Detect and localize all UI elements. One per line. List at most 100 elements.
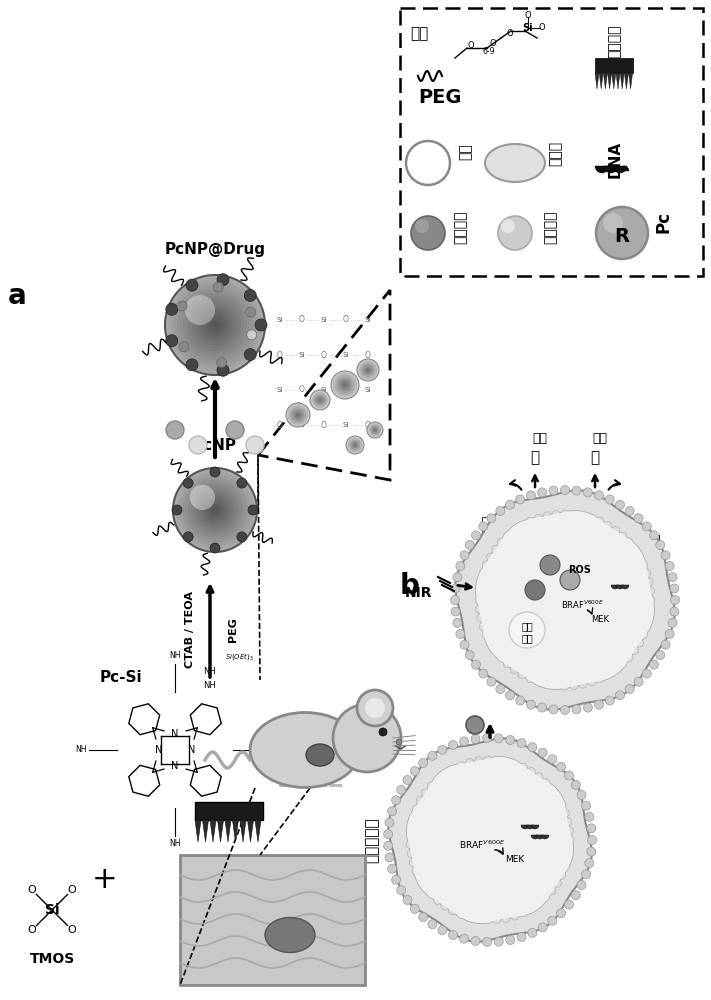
Circle shape	[549, 486, 558, 495]
Circle shape	[387, 864, 397, 873]
Circle shape	[668, 618, 677, 627]
Circle shape	[166, 303, 178, 315]
Text: a: a	[8, 282, 27, 310]
Circle shape	[422, 789, 429, 797]
Circle shape	[237, 478, 247, 488]
Circle shape	[645, 614, 653, 622]
Circle shape	[406, 141, 450, 185]
Circle shape	[548, 785, 556, 793]
Circle shape	[314, 394, 326, 406]
Circle shape	[457, 911, 465, 919]
Polygon shape	[232, 820, 238, 842]
Circle shape	[247, 330, 257, 340]
Circle shape	[548, 887, 556, 895]
Circle shape	[449, 931, 457, 940]
Circle shape	[476, 605, 483, 613]
Circle shape	[518, 670, 526, 678]
Circle shape	[359, 361, 377, 379]
Circle shape	[566, 836, 574, 844]
Circle shape	[640, 631, 648, 639]
Circle shape	[479, 669, 488, 678]
Circle shape	[540, 555, 560, 575]
Circle shape	[503, 660, 511, 668]
Circle shape	[185, 295, 215, 325]
Circle shape	[465, 540, 474, 550]
Wedge shape	[621, 585, 629, 589]
Circle shape	[333, 373, 357, 397]
Text: N: N	[171, 729, 178, 739]
Circle shape	[209, 504, 221, 516]
Circle shape	[296, 413, 300, 417]
Circle shape	[572, 780, 580, 789]
Circle shape	[354, 444, 356, 446]
Wedge shape	[531, 835, 539, 839]
Circle shape	[506, 736, 515, 745]
Circle shape	[245, 289, 256, 301]
Circle shape	[570, 682, 578, 690]
Text: Si: Si	[365, 317, 371, 323]
Circle shape	[171, 281, 259, 369]
Polygon shape	[624, 73, 629, 89]
Circle shape	[428, 920, 437, 929]
FancyBboxPatch shape	[400, 8, 703, 276]
Text: CTAB / TEOA: CTAB / TEOA	[185, 591, 195, 668]
Circle shape	[560, 706, 570, 714]
Circle shape	[670, 595, 680, 604]
Text: R: R	[614, 228, 629, 246]
Circle shape	[177, 287, 253, 363]
Circle shape	[369, 424, 381, 436]
Circle shape	[661, 551, 670, 560]
Circle shape	[515, 696, 525, 705]
Text: NH: NH	[263, 746, 274, 754]
Text: NH: NH	[203, 680, 216, 690]
Circle shape	[604, 670, 612, 678]
Circle shape	[348, 438, 362, 452]
Circle shape	[197, 492, 233, 528]
Circle shape	[577, 881, 586, 890]
Circle shape	[501, 219, 515, 233]
Ellipse shape	[485, 144, 545, 182]
Circle shape	[517, 933, 526, 942]
Circle shape	[518, 522, 526, 530]
Circle shape	[502, 605, 552, 655]
Circle shape	[631, 647, 638, 655]
Circle shape	[528, 905, 535, 913]
Circle shape	[204, 314, 226, 336]
Circle shape	[453, 573, 462, 582]
Circle shape	[483, 631, 491, 639]
Circle shape	[547, 755, 557, 764]
Circle shape	[335, 375, 355, 395]
Circle shape	[357, 359, 379, 381]
Circle shape	[186, 279, 198, 291]
Circle shape	[459, 737, 469, 746]
Circle shape	[583, 488, 592, 497]
Circle shape	[396, 739, 402, 745]
Polygon shape	[608, 73, 611, 89]
Text: Si: Si	[277, 317, 283, 323]
Text: N: N	[155, 745, 162, 755]
Circle shape	[494, 937, 503, 946]
Circle shape	[547, 916, 557, 925]
Circle shape	[195, 305, 235, 345]
Circle shape	[528, 928, 537, 937]
Circle shape	[183, 293, 247, 357]
Circle shape	[625, 684, 634, 693]
Polygon shape	[595, 58, 633, 73]
Circle shape	[350, 440, 360, 450]
Circle shape	[564, 854, 572, 862]
Circle shape	[466, 759, 474, 767]
Text: $^{Si(OEt)_3}$: $^{Si(OEt)_3}$	[225, 655, 254, 665]
Wedge shape	[616, 585, 624, 589]
Circle shape	[561, 510, 569, 518]
Circle shape	[587, 836, 597, 844]
Text: +: +	[92, 865, 118, 894]
Circle shape	[407, 822, 415, 830]
Circle shape	[668, 573, 677, 582]
Circle shape	[460, 551, 469, 560]
Circle shape	[538, 748, 547, 757]
Circle shape	[387, 807, 397, 816]
Circle shape	[403, 776, 412, 785]
Circle shape	[346, 436, 364, 454]
Wedge shape	[613, 166, 627, 173]
Circle shape	[565, 845, 574, 853]
